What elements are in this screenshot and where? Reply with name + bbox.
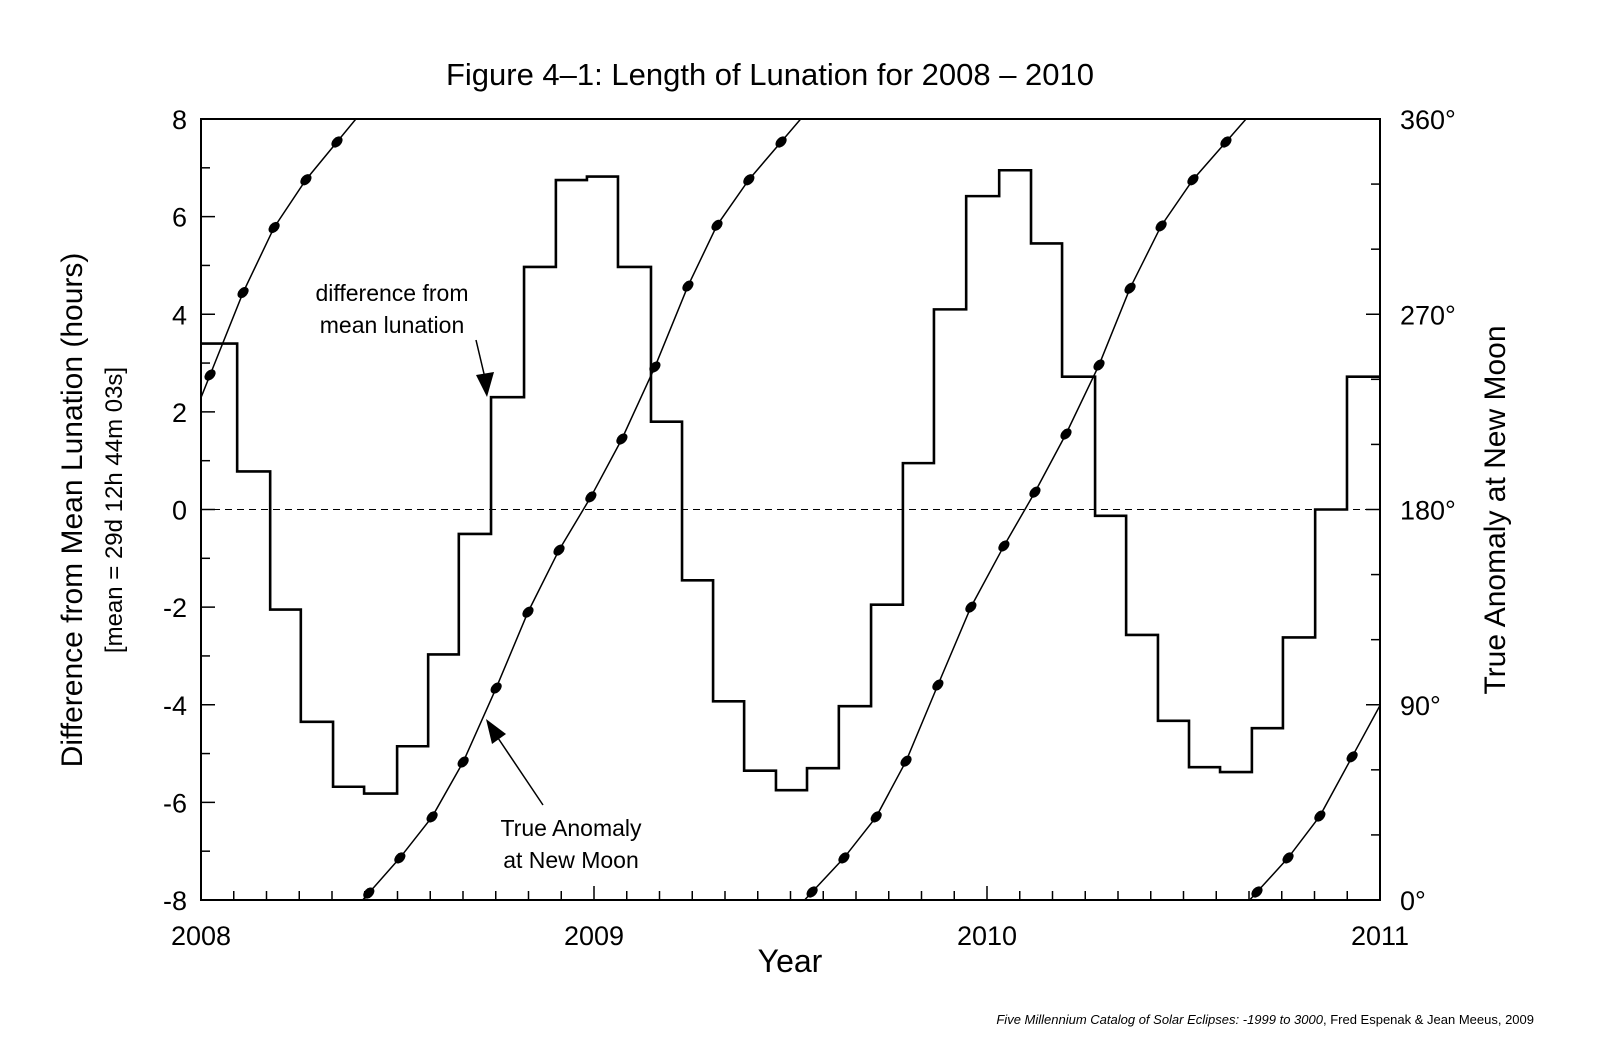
anomaly-arrow: [486, 719, 544, 806]
anomaly-point: [711, 219, 723, 231]
anomaly-point: [649, 361, 661, 373]
anomaly-point: [1124, 282, 1136, 294]
anomaly-point: [363, 887, 375, 899]
anomaly-point: [1251, 886, 1263, 898]
anomaly-point: [1220, 136, 1232, 148]
y-tick-label: -4: [163, 691, 187, 721]
y2-tick-label: 360°: [1400, 105, 1456, 135]
anomaly-point: [838, 852, 850, 864]
y-tick-label: 2: [172, 398, 187, 428]
y-axis-sublabel: [mean = 29d 12h 44m 03s]: [101, 367, 128, 653]
annotation-difference-line2: mean lunation: [320, 312, 465, 338]
anomaly-point: [806, 886, 818, 898]
anomaly-point: [522, 606, 534, 618]
anomaly-point: [553, 544, 565, 556]
anomaly-point: [490, 682, 502, 694]
anomaly-curve-segment: [1249, 705, 1381, 901]
y-tick-label: -8: [163, 886, 187, 916]
y2-tick-label: 270°: [1400, 300, 1456, 330]
anomaly-point: [1093, 359, 1105, 371]
anomaly-point: [331, 136, 343, 148]
anomaly-curve-segment: [804, 118, 1247, 901]
annotation-anomaly-line2: at New Moon: [503, 847, 639, 873]
anomaly-point: [1187, 174, 1199, 186]
anomaly-point: [585, 491, 597, 503]
anomaly-point: [1060, 428, 1072, 440]
anomaly-point: [870, 811, 882, 823]
x-tick-label: 2011: [1351, 921, 1409, 951]
y2-tick-label: 180°: [1400, 496, 1456, 526]
anomaly-point: [457, 756, 469, 768]
anomaly-point: [932, 679, 944, 691]
x-tick-label: 2009: [564, 921, 624, 951]
y-tick-label: 6: [172, 203, 187, 233]
y-axis-label: Difference from Mean Lunation (hours): [56, 253, 89, 768]
x-axis-label: Year: [758, 943, 823, 979]
credit-authors: , Fred Espenak & Jean Meeus, 2009: [1322, 1012, 1534, 1027]
anomaly-point: [300, 174, 312, 186]
anomaly-point: [900, 755, 912, 767]
anomaly-point: [237, 286, 249, 299]
anomaly-curve-segment: [362, 118, 802, 901]
source-credit: Five Millennium Catalog of Solar Eclipse…: [996, 1012, 1534, 1027]
anomaly-point: [1029, 486, 1041, 498]
difference-step-line: [201, 168, 1380, 795]
y-tick-label: -6: [163, 788, 187, 818]
difference-arrow: [475, 339, 494, 397]
anomaly-point: [268, 221, 280, 234]
anomaly-point: [1346, 751, 1358, 763]
anomaly-point: [743, 174, 755, 186]
y-tick-label: 4: [172, 300, 187, 330]
y2-tick-label: 90°: [1400, 691, 1441, 721]
anomaly-point: [998, 540, 1010, 552]
y2-axis-label: True Anomaly at New Moon: [1479, 325, 1512, 694]
anomaly-point: [616, 433, 628, 445]
anomaly-point: [1314, 810, 1326, 822]
y-tick-label: -2: [163, 593, 187, 623]
anomaly-point: [775, 136, 787, 148]
anomaly-point: [394, 852, 406, 864]
anomaly-point: [965, 601, 977, 613]
annotation-difference-line1: difference from: [316, 280, 469, 306]
anomaly-point: [1155, 220, 1167, 232]
y-tick-label: 0: [172, 496, 187, 526]
anomaly-point: [426, 811, 438, 823]
x-tick-label: 2010: [957, 921, 1017, 951]
y-tick-label: 8: [172, 105, 187, 135]
credit-title: Five Millennium Catalog of Solar Eclipse…: [996, 1012, 1323, 1027]
annotation-anomaly-line1: True Anomaly: [500, 815, 642, 841]
anomaly-point: [1282, 852, 1294, 864]
anomaly-point: [204, 369, 216, 381]
chart-title: Figure 4–1: Length of Lunation for 2008 …: [446, 57, 1094, 92]
anomaly-curve-segment: [200, 118, 357, 398]
x-tick-label: 2008: [171, 921, 231, 951]
y2-tick-label: 0°: [1400, 886, 1426, 916]
anomaly-point: [682, 280, 694, 292]
